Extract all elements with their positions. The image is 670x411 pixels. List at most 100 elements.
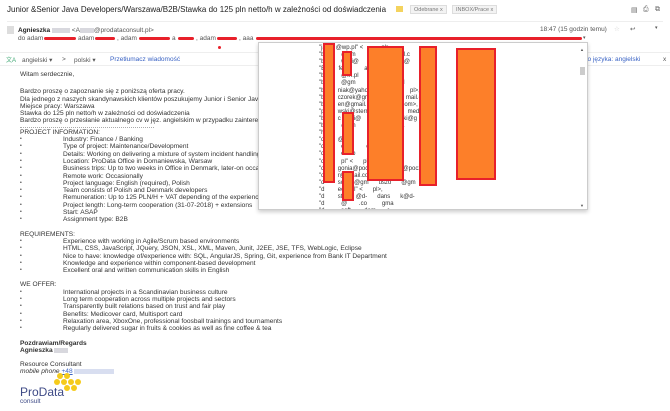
list-item: Nice to have: knowledge of/experience wi… xyxy=(20,253,387,261)
list-item: Transparently built relations based on t… xyxy=(20,303,387,311)
more-options-icon[interactable]: ▾ xyxy=(655,25,658,31)
redaction-box xyxy=(323,43,335,183)
redacted-surname xyxy=(51,27,70,33)
email-subject: Junior &Senior Java Developers/Warszawa/… xyxy=(7,5,387,14)
redacted xyxy=(79,27,94,33)
recipient: , adam xyxy=(196,35,216,42)
recipient: a xyxy=(172,35,176,42)
translate-icon: 文A xyxy=(6,58,17,64)
source-language-select[interactable]: angielski ▾ xyxy=(22,57,53,64)
redaction xyxy=(139,37,170,40)
scroll-down-icon[interactable]: ▼ xyxy=(580,203,584,208)
scrollbar-thumb[interactable] xyxy=(580,67,585,75)
body-line: Dla jednego z naszych skandynawskich kli… xyxy=(20,95,285,103)
recipient: adam xyxy=(78,35,95,42)
list-item: Start: ASAP xyxy=(20,209,387,217)
redaction xyxy=(44,37,76,40)
list-item: Knowledge and experience within componen… xyxy=(20,260,387,268)
reply-icon[interactable]: ↩ xyxy=(630,26,636,33)
redaction-box xyxy=(367,46,404,181)
to-label: do adam xyxy=(18,35,44,42)
list-item: Long term cooperation across multiple pr… xyxy=(20,296,387,304)
email-body: Witam serdecznie, Bardzo proszę o zapozn… xyxy=(20,71,387,376)
important-marker-icon[interactable] xyxy=(396,6,403,12)
logo-subtext: consult xyxy=(20,398,41,405)
section-heading: REQUIREMENTS: xyxy=(20,230,75,238)
star-icon[interactable]: ☆ xyxy=(614,26,620,33)
recipient-entry: "d so @gm uszo @gm xyxy=(319,179,416,186)
label-inbox[interactable]: Odebrane x xyxy=(410,5,447,14)
prodata-logo: ProData consult xyxy=(20,373,82,407)
recipients-line[interactable]: do adam xyxy=(18,35,43,42)
redaction xyxy=(256,37,582,40)
scrollbar[interactable]: ▲ ▼ xyxy=(580,47,585,208)
redaction-box xyxy=(342,51,352,76)
body-line: Bardzo proszę o zapoznanie się z poniższ… xyxy=(20,88,185,96)
logo-text: ProData xyxy=(20,385,65,399)
recipient-entry: "d st @d- dans k@d- xyxy=(319,193,415,200)
recipient-entry: "d @ .co gma xyxy=(319,201,394,208)
redaction xyxy=(95,37,115,40)
regards: Pozdrawiam/Regards xyxy=(20,339,87,347)
remove-label-icon[interactable]: x xyxy=(440,7,443,13)
list-item: Industry: Finance / Banking xyxy=(20,136,387,144)
expand-icon[interactable]: ▤ xyxy=(631,7,638,14)
timestamp: 18:47 (15 godzin temu) xyxy=(540,26,607,33)
list-item: Relaxation area, XboxOne, professional f… xyxy=(20,318,387,326)
list-item: Business trips: Up to two weeks in Offic… xyxy=(20,165,387,173)
list-item: Remote work: Occasionally xyxy=(20,173,387,181)
phone-label: mobile phone xyxy=(20,368,60,376)
sender-name: Agnieszka xyxy=(18,27,51,34)
greeting: Witam serdecznie, xyxy=(20,71,75,78)
disable-translation-link[interactable]: jącego języka: angielski xyxy=(572,56,641,63)
list-item: Team consists of Polish and Denmark deve… xyxy=(20,187,387,195)
list-item: Project language: English (required), Po… xyxy=(20,180,387,188)
label-text: Odebrane xyxy=(414,7,439,13)
label-inbox-prace[interactable]: INBOX/Prace x xyxy=(452,5,498,14)
recipient: , adam xyxy=(117,35,137,42)
sender[interactable]: Agnieszka <A @prodataconsult.pl> xyxy=(18,27,154,34)
list-item: Project length: Long-term cooperation (3… xyxy=(20,202,387,210)
expand-recipients-icon[interactable]: ▾ xyxy=(583,35,586,41)
label-text: INBOX/Prace xyxy=(456,7,490,13)
recipient: , aaa xyxy=(239,35,254,42)
redacted-phone xyxy=(74,369,115,375)
list-item: Location: ProData Office in Domaniewska,… xyxy=(20,158,387,166)
list-item: International projects in a Scandinavian… xyxy=(20,289,387,297)
divider xyxy=(20,125,154,128)
section-heading: WE OFFER: xyxy=(20,281,57,289)
body-line: Miejsce pracy: Warszawa xyxy=(20,102,95,110)
recipients-popup[interactable]: "ja @wp.pl" < pl>, "b @gm born mail.c "b w… xyxy=(258,42,588,210)
target-language-select[interactable]: polski ▾ xyxy=(74,57,96,64)
section-heading: PROJECT INFORMATION: xyxy=(20,128,100,136)
list-item: Type of project: Maintenance/Development xyxy=(20,143,387,151)
list-item: Details: Working on delivering a mixture… xyxy=(20,151,387,159)
print-icon[interactable]: ⎙ xyxy=(643,6,649,13)
remove-label-icon[interactable]: x xyxy=(490,7,494,13)
redacted-surname xyxy=(54,347,69,353)
recipient-entry: "d ec l" < pl>, xyxy=(319,186,383,193)
arrow-icon: > xyxy=(62,56,66,63)
redaction-box xyxy=(456,48,496,180)
redaction xyxy=(218,46,221,49)
recipient-entry: "d soft dom >, xyxy=(319,208,425,209)
divider xyxy=(7,21,663,22)
list-item: Experience with working in Agile/Scrum b… xyxy=(20,238,387,246)
new-window-icon[interactable]: ⧉ xyxy=(655,6,660,13)
sender-email-prefix: <A xyxy=(71,27,80,34)
close-translate-icon[interactable]: x xyxy=(663,56,667,63)
redaction-box xyxy=(342,171,354,201)
list-item: Remuneration: Up to 125 PLN/H + VAT depe… xyxy=(20,194,387,202)
scroll-up-icon[interactable]: ▲ xyxy=(580,47,584,52)
avatar[interactable] xyxy=(7,26,14,34)
phone-link[interactable]: +48 xyxy=(61,368,73,376)
signature-role: Resource Consultant xyxy=(20,361,82,369)
redaction xyxy=(178,37,194,40)
signature-name: Agnieszka xyxy=(20,346,53,354)
body-line: Stawka do 125 pln netto/h w zależności o… xyxy=(20,110,190,118)
list-item: Excellent oral and written communication… xyxy=(20,267,387,275)
redaction-box xyxy=(342,112,354,155)
sender-email-domain: @prodataconsult.pl> xyxy=(93,27,154,34)
list-item: Regularly delivered sugar in fruits & co… xyxy=(20,325,387,333)
translate-message-link[interactable]: Przetłumacz wiadomość xyxy=(110,56,181,63)
